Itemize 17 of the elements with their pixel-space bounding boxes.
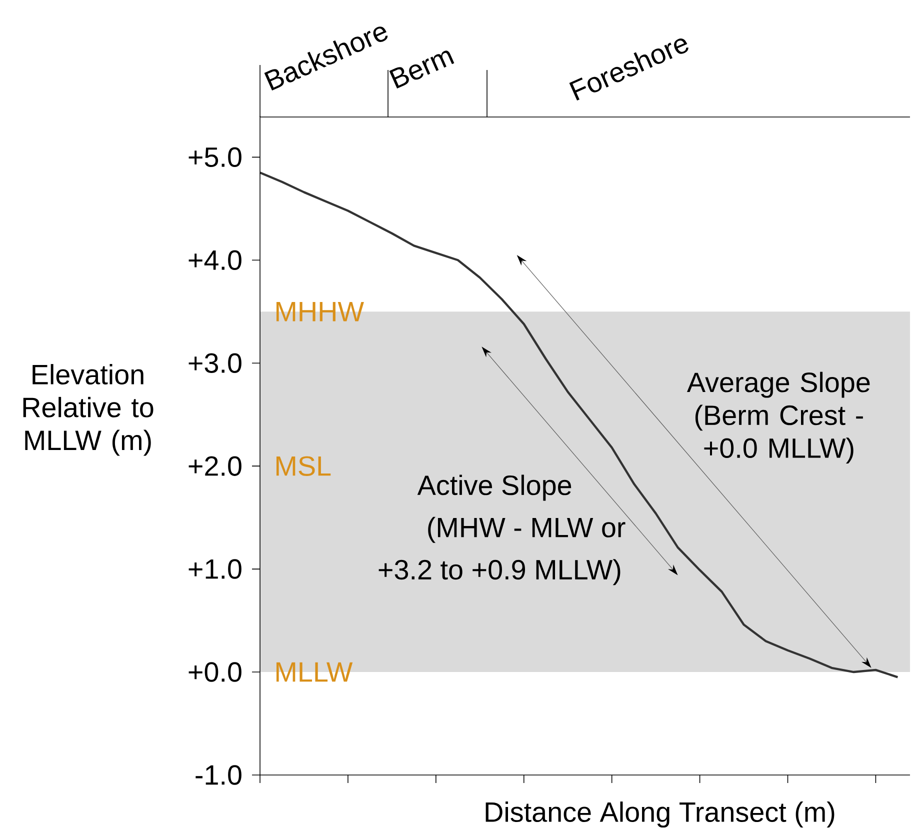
y-tick-label: +1.0 [188,559,242,579]
annotation: MLLW [276,662,353,682]
y-tick-label: +0.0 [188,662,242,682]
y-tick-label: +5.0 [188,147,242,168]
annotation: MSL [276,456,331,476]
y-tick-label: +2.0 [188,456,242,476]
y-tick-label: -1.0 [196,765,242,785]
y-tick-label: +3.0 [188,353,242,373]
annotation: (MHW - MLW or [428,516,626,543]
annotation: Active Slope [417,474,572,501]
annotation: Average Slope (Berm Crest - +0.0 MLLW) [686,372,870,464]
annotation: MHHW [276,302,364,322]
y-tick-label: +4.0 [188,250,242,270]
annotation: +3.2 to +0.9 MLLW) [378,559,620,586]
y-axis-title: Elevation Relative to MLLW (m) [23,364,154,456]
text: Berm [389,50,454,89]
x-axis-title: Distance Along Transect (m) [486,802,834,828]
